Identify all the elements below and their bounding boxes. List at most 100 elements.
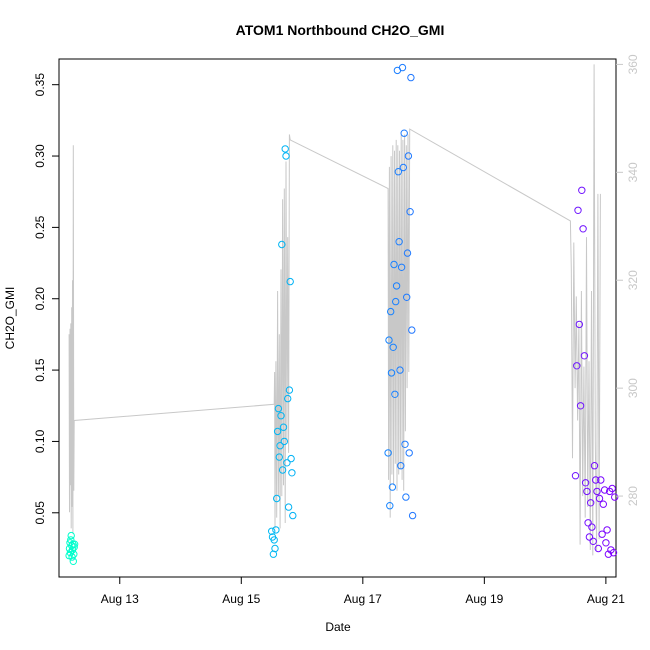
data-point (603, 526, 611, 534)
data-point (280, 437, 288, 446)
data-point (581, 479, 590, 487)
chart-title: ATOM1 Northbound CH2O_GMI (236, 22, 445, 38)
data-point (398, 63, 407, 72)
data-point (576, 402, 585, 410)
data-point (585, 533, 594, 541)
data-point (588, 523, 596, 531)
data-point (594, 544, 602, 553)
data-point (279, 423, 288, 431)
data-point (69, 557, 78, 565)
data-point (67, 536, 75, 544)
x-tick-label: Aug 17 (344, 592, 382, 606)
data-point (584, 519, 592, 527)
y-axis: 0.05 0.10 0.15 0.20 0.25 0.30 0.35 (33, 73, 59, 524)
data-point (590, 462, 599, 470)
data-point (404, 152, 413, 160)
data-point (275, 453, 283, 461)
data-point (387, 307, 395, 316)
data-point (385, 336, 393, 344)
data-point (278, 466, 287, 474)
data-point (70, 550, 78, 558)
data-point (573, 362, 581, 370)
data-point (273, 427, 282, 436)
data-point (289, 511, 297, 520)
data-point (583, 487, 591, 496)
data-point (593, 487, 601, 496)
data-point (403, 249, 412, 257)
x-tick-label: Aug 19 (465, 592, 503, 606)
y2-axis: 280 300 320 340 360 (616, 54, 640, 506)
data-point (399, 163, 407, 172)
data-point (611, 493, 619, 501)
data-point (604, 550, 613, 558)
data-point (575, 320, 583, 329)
data-point (394, 168, 402, 176)
data-point (386, 502, 394, 510)
data-point (403, 293, 411, 301)
data-point (272, 526, 280, 534)
data-point (402, 493, 410, 501)
y2-tick-label: 320 (626, 270, 640, 290)
data-point (397, 263, 406, 271)
data-point (597, 476, 605, 484)
data-point (67, 531, 75, 540)
data-point (390, 260, 398, 269)
data-point (408, 511, 417, 520)
data-point (578, 186, 586, 195)
y2-tick-label: 340 (626, 162, 640, 182)
data-point (599, 500, 607, 508)
data-point (574, 206, 582, 215)
y-tick-label: 0.25 (33, 215, 47, 239)
data-point (283, 459, 291, 467)
y-tick-label: 0.20 (33, 287, 47, 311)
data-point (284, 394, 292, 403)
y-tick-label: 0.35 (33, 73, 47, 97)
data-point (270, 536, 278, 544)
data-point (600, 486, 609, 494)
data-point (281, 145, 289, 153)
data-point (285, 386, 294, 394)
data-point (287, 454, 295, 463)
data-point (384, 449, 392, 457)
data-point (595, 494, 604, 503)
data-point (70, 543, 78, 551)
data-point (277, 412, 285, 420)
data-point (609, 549, 618, 557)
data-point (395, 238, 403, 246)
data-point (579, 225, 587, 233)
data-point (392, 282, 401, 290)
altitude-line-path (68, 64, 601, 556)
altitude-line (68, 64, 601, 556)
x-axis: Aug 13 Aug 15 Aug 17 Aug 19 Aug 21 (101, 577, 625, 606)
data-point (602, 539, 610, 547)
data-point (391, 390, 399, 398)
data-point (388, 483, 397, 491)
x-tick-label: Aug 13 (101, 592, 139, 606)
y2-tick-label: 360 (626, 54, 640, 74)
data-point (286, 277, 294, 286)
data-point (589, 537, 597, 545)
data-point (408, 326, 416, 334)
data-point (271, 544, 279, 553)
data-point (407, 73, 415, 82)
y2-tick-label: 300 (626, 378, 640, 398)
data-point (387, 369, 396, 377)
plot-frame (58, 58, 617, 578)
data-point (401, 440, 409, 448)
data-points (65, 63, 619, 565)
x-tick-label: Aug 21 (587, 592, 625, 606)
data-point (288, 469, 296, 477)
data-point (268, 527, 276, 535)
data-point (592, 476, 600, 484)
data-point (276, 442, 284, 450)
y-tick-label: 0.15 (33, 358, 47, 382)
y2-tick-label: 280 (626, 486, 640, 506)
data-point (400, 129, 408, 137)
y-tick-label: 0.10 (33, 429, 47, 453)
data-point (273, 494, 281, 503)
data-point (406, 208, 414, 216)
data-point (70, 540, 79, 548)
data-point (389, 343, 397, 351)
y-tick-label: 0.30 (33, 144, 47, 168)
